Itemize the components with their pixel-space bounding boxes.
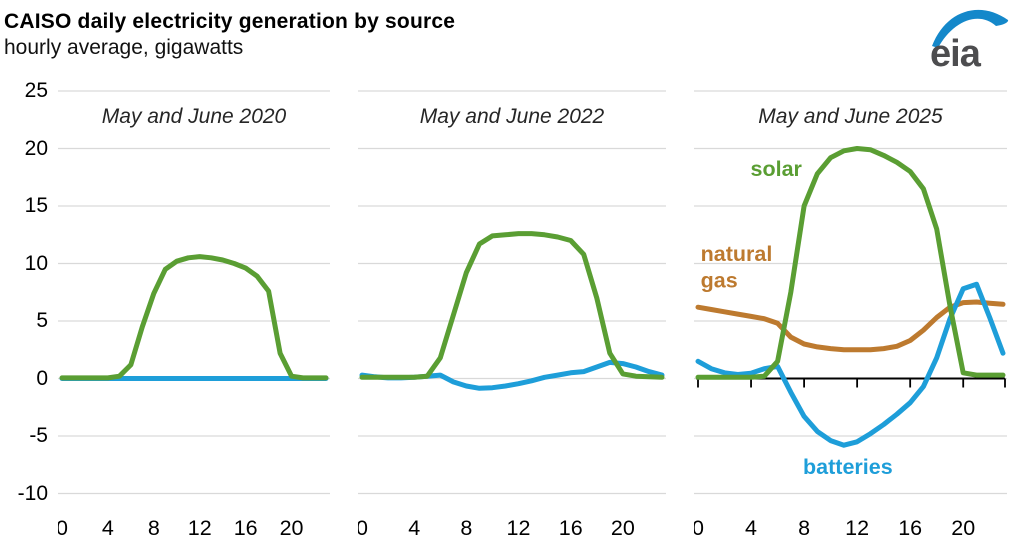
y-tick-label: 15: [24, 194, 48, 217]
series-line-solar: [695, 146, 1006, 380]
y-axis-labels: 25 20 15 10 5 0 -5 -10: [2, 79, 54, 544]
panel-title: May and June 2022: [420, 105, 605, 128]
x-tick-label: 16: [234, 516, 258, 540]
y-tick-label: 10: [24, 251, 48, 275]
x-tick-label: 4: [102, 516, 114, 540]
y-tick-label: 0: [36, 366, 48, 390]
logo-text: eia: [930, 33, 982, 72]
chart-header: CAISO daily electricity generation by so…: [0, 0, 1024, 72]
series-label-gas: gas: [701, 269, 738, 293]
x-tick-label: 20: [611, 516, 635, 540]
y-tick-label: -10: [17, 481, 48, 505]
chart-panel-1: May and June 2020 0 4 8 12 16 20: [56, 88, 330, 549]
x-tick-label: 12: [507, 516, 531, 540]
x-tick-label: 8: [460, 516, 472, 540]
series-line-solar: [59, 254, 329, 381]
x-tick-label: 4: [408, 516, 420, 540]
x-tick-label: 12: [845, 516, 869, 540]
chart-subtitle: hourly average, gigawatts: [4, 36, 244, 59]
y-tick-label: -5: [29, 424, 48, 447]
x-tick-label: 8: [148, 516, 160, 540]
x-tick-label: 4: [745, 516, 757, 540]
series-line-batteries: [695, 281, 1006, 448]
chart-title: CAISO daily electricity generation by so…: [4, 10, 456, 33]
series-label-natural: natural: [701, 242, 773, 266]
chart-panel-3: May and June 2025 solar natural gas batterie…: [692, 88, 1007, 549]
panel-title: May and June 2020: [102, 105, 287, 128]
x-tick-label: 20: [280, 516, 304, 540]
panel-title: May and June 2025: [758, 105, 943, 128]
panel-svg: May and June 2022 0 4 8 12 16 20: [356, 90, 666, 540]
y-tick-label: 20: [24, 136, 48, 160]
y-tick-label: 25: [24, 79, 48, 102]
x-tick-label: 0: [58, 516, 68, 540]
logo-swoosh-icon: [932, 9, 1009, 48]
plot-area: 25 20 15 10 5 0 -5 -10 May and June 2020 0 4 8 12 16…: [0, 79, 1024, 549]
x-tick-label: 16: [559, 516, 583, 540]
x-tick-label: 12: [188, 516, 212, 540]
panel-svg: May and June 2020 0 4 8 12 16 20: [56, 90, 330, 540]
eia-logo: eia: [930, 9, 1009, 72]
panels-container: May and June 2020 0 4 8 12 16 20 May and June 2…: [54, 88, 1007, 549]
series-line-solar: [359, 231, 665, 380]
x-tick-label: 16: [898, 516, 922, 540]
x-tick-label: 0: [358, 516, 368, 540]
chart-panel-2: May and June 2022 0 4 8 12 16 20: [356, 88, 666, 549]
panel-svg: May and June 2025 solar natural gas batterie…: [692, 90, 1007, 540]
x-tick-label: 20: [951, 516, 975, 540]
series-label-batteries: batteries: [803, 455, 893, 479]
y-tick-label: 5: [36, 309, 48, 332]
x-tick-label: 8: [798, 516, 810, 540]
x-tick-label: 0: [694, 516, 704, 540]
series-label-solar: solar: [751, 157, 803, 181]
